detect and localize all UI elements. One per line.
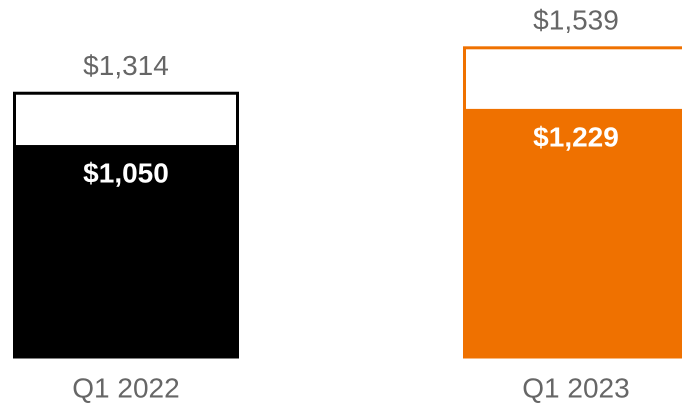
- total-label: $1,539: [533, 5, 619, 36]
- x-tick-label: Q1 2022: [72, 372, 179, 403]
- x-tick-label: Q1 2023: [522, 372, 629, 403]
- value-label: $1,229: [533, 121, 619, 152]
- total-label: $1,314: [83, 50, 169, 81]
- value-label: $1,050: [83, 157, 169, 188]
